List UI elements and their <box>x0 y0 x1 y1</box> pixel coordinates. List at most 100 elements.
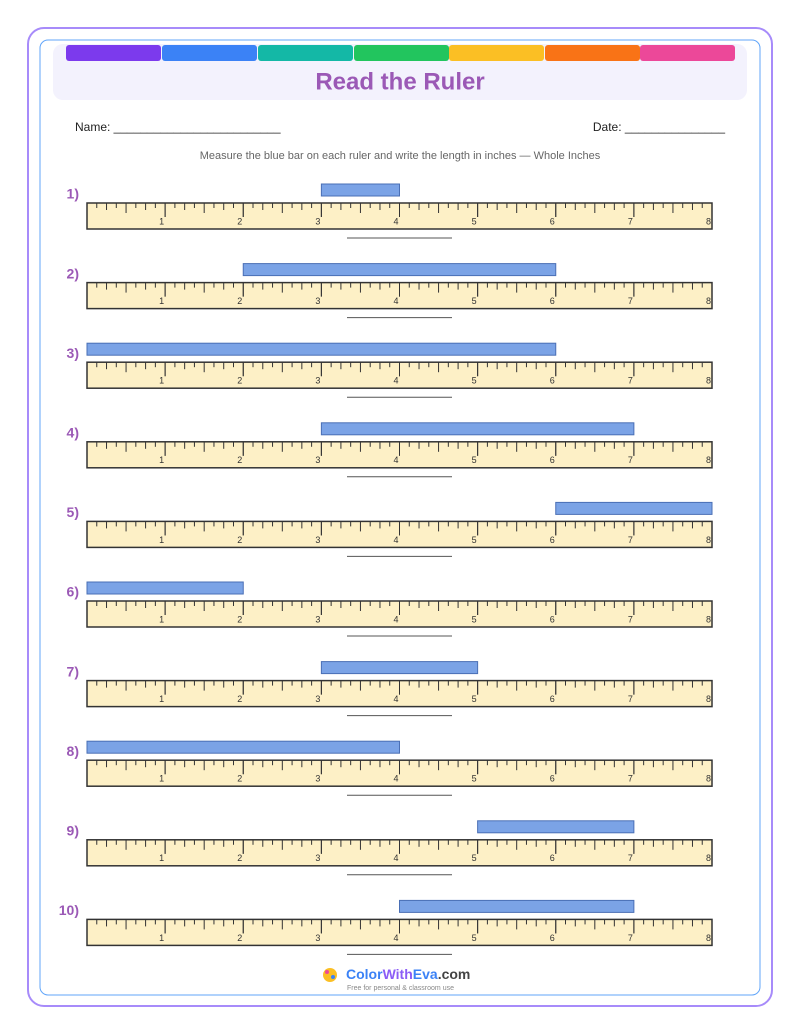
measure-bar <box>86 740 400 754</box>
inch-label: 4 <box>393 216 398 226</box>
title: Read the Ruler <box>315 68 484 95</box>
inner-border <box>39 39 761 996</box>
inch-label: 6 <box>550 614 555 624</box>
inch-label: 1 <box>159 216 164 226</box>
inch-label: 2 <box>237 296 242 306</box>
measure-bar <box>320 661 479 675</box>
inch-label: 5 <box>472 933 477 943</box>
measure-bar <box>242 263 557 277</box>
inch-label: 2 <box>237 535 242 545</box>
problem-number: 10) <box>59 902 79 918</box>
inch-label: 1 <box>159 535 164 545</box>
brand: ColorWithEva.com <box>346 966 470 982</box>
inch-label: 8 <box>706 455 711 465</box>
inch-label: 3 <box>315 455 320 465</box>
inch-label: 8 <box>706 535 711 545</box>
inch-label: 6 <box>550 933 555 943</box>
inch-label: 2 <box>237 614 242 624</box>
brand-part: Eva <box>413 966 438 982</box>
inch-label: 7 <box>628 614 633 624</box>
measure-bar <box>399 899 635 913</box>
inch-label: 8 <box>706 774 711 784</box>
measure-bar <box>555 501 713 515</box>
inch-label: 5 <box>472 455 477 465</box>
inch-label: 7 <box>628 933 633 943</box>
inch-label: 4 <box>393 296 398 306</box>
inch-label: 4 <box>393 535 398 545</box>
inch-label: 2 <box>237 774 242 784</box>
inch-label: 5 <box>472 376 477 386</box>
inch-label: 2 <box>237 376 242 386</box>
inch-label: 6 <box>550 376 555 386</box>
date-field: Date: _______________ <box>593 120 725 134</box>
inch-label: 3 <box>315 774 320 784</box>
inch-label: 1 <box>159 296 164 306</box>
inch-label: 6 <box>550 774 555 784</box>
inch-label: 7 <box>628 853 633 863</box>
inch-label: 7 <box>628 694 633 704</box>
inch-label: 7 <box>628 216 633 226</box>
inch-label: 7 <box>628 774 633 784</box>
instructions: Measure the blue bar on each ruler and w… <box>200 150 601 162</box>
inch-label: 2 <box>237 694 242 704</box>
problem-number: 4) <box>67 425 79 441</box>
brand-part: With <box>383 966 413 982</box>
inch-label: 3 <box>315 853 320 863</box>
inch-label: 7 <box>628 535 633 545</box>
inch-label: 5 <box>472 774 477 784</box>
inch-label: 5 <box>472 535 477 545</box>
inch-label: 1 <box>159 376 164 386</box>
inch-label: 8 <box>706 614 711 624</box>
inch-label: 5 <box>472 296 477 306</box>
inch-label: 3 <box>315 933 320 943</box>
inch-label: 1 <box>159 774 164 784</box>
inch-label: 8 <box>706 376 711 386</box>
inch-label: 6 <box>550 455 555 465</box>
inch-label: 1 <box>159 694 164 704</box>
inch-label: 5 <box>472 694 477 704</box>
inch-label: 2 <box>237 455 242 465</box>
inch-label: 7 <box>628 376 633 386</box>
inch-label: 1 <box>159 853 164 863</box>
footer: ColorWithEva.com Free for personal & cla… <box>323 966 470 992</box>
inch-label: 8 <box>706 296 711 306</box>
inch-label: 3 <box>315 216 320 226</box>
logo-dot <box>331 975 335 979</box>
problem-number: 7) <box>67 663 79 679</box>
inch-label: 7 <box>628 296 633 306</box>
inch-label: 4 <box>393 853 398 863</box>
inch-label: 8 <box>706 694 711 704</box>
problems: 1) 1 2 3 4 5 6 7 8 2) 1 2 3 4 5 6 7 8 3) 1 2 3 4 5 6 7 8 4) 1 2 3 4 5 6 7 8… <box>59 183 713 955</box>
measure-bar <box>86 342 557 356</box>
inch-label: 4 <box>393 694 398 704</box>
brand-part: .com <box>438 966 471 982</box>
inch-label: 5 <box>472 614 477 624</box>
inch-label: 4 <box>393 933 398 943</box>
color-stripes <box>66 45 735 61</box>
measure-bar <box>320 422 635 436</box>
inch-label: 3 <box>315 296 320 306</box>
inch-label: 2 <box>237 933 242 943</box>
measure-bar <box>86 581 244 595</box>
inch-label: 7 <box>628 455 633 465</box>
inch-label: 3 <box>315 614 320 624</box>
problem-number: 3) <box>67 345 79 361</box>
brand-part: Color <box>346 966 383 982</box>
inch-label: 4 <box>393 614 398 624</box>
inch-label: 6 <box>550 535 555 545</box>
inch-label: 1 <box>159 933 164 943</box>
inch-label: 4 <box>393 774 398 784</box>
problem-number: 8) <box>67 743 79 759</box>
inch-label: 6 <box>550 216 555 226</box>
inch-label: 2 <box>237 853 242 863</box>
logo <box>323 968 337 982</box>
problem-number: 9) <box>67 823 79 839</box>
tagline: Free for personal & classroom use <box>347 985 454 992</box>
inch-label: 4 <box>393 376 398 386</box>
logo-dot <box>325 970 329 974</box>
inch-label: 2 <box>237 216 242 226</box>
problem-number: 1) <box>67 186 79 202</box>
problem-number: 5) <box>67 504 79 520</box>
inch-label: 1 <box>159 614 164 624</box>
